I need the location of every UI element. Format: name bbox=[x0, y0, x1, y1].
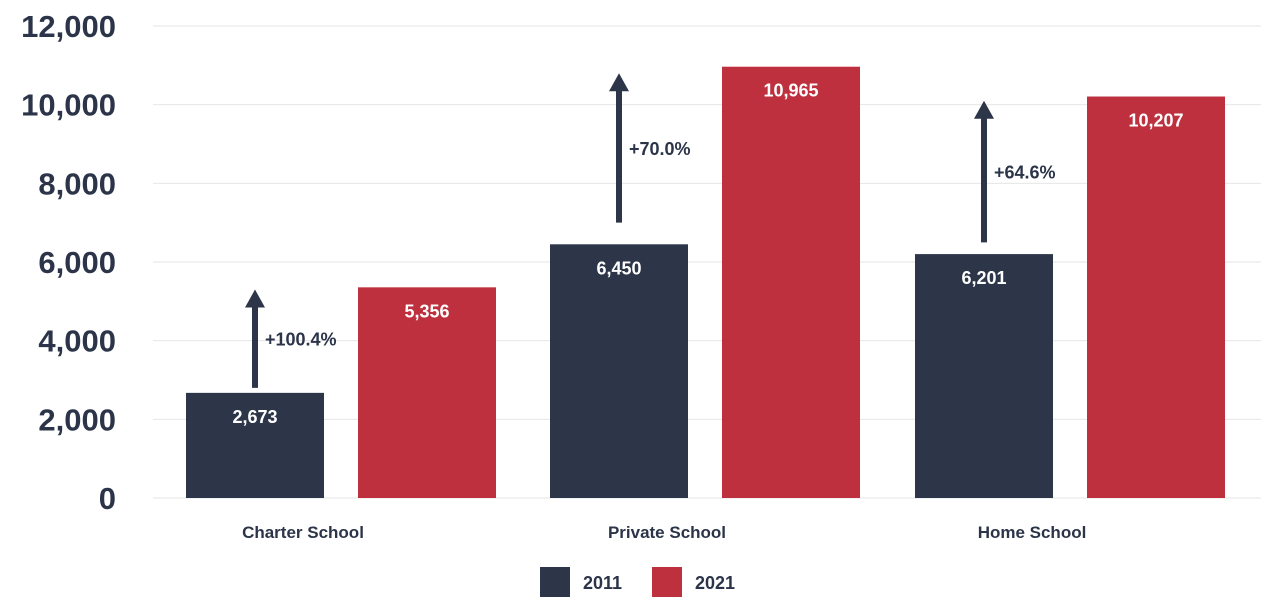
y-tick-label: 10,000 bbox=[21, 88, 116, 123]
bar-2021-charter-school bbox=[358, 287, 496, 498]
growth-annotations: +100.4% +70.0% +64.6% bbox=[245, 73, 1056, 388]
legend-swatch-2011 bbox=[540, 567, 570, 597]
growth-arrow-head bbox=[245, 289, 265, 308]
grid-lines bbox=[153, 25, 1261, 499]
bar-value-label: 2,673 bbox=[232, 407, 277, 427]
x-axis-category-labels: Charter School Private School Home School bbox=[242, 523, 1086, 542]
legend-label: 2021 bbox=[695, 573, 735, 593]
bars: 2,673 6,450 6,201 5,356 10,965 10,207 bbox=[186, 66, 1225, 499]
y-tick-label: 12,000 bbox=[21, 9, 116, 44]
y-tick-label: 2,000 bbox=[38, 402, 116, 437]
bar-value-label: 10,207 bbox=[1128, 111, 1183, 131]
x-category-label: Home School bbox=[978, 523, 1087, 542]
bar-value-label: 6,201 bbox=[961, 268, 1006, 288]
x-category-label: Private School bbox=[608, 523, 726, 542]
y-tick-label: 6,000 bbox=[38, 245, 116, 280]
legend-label: 2011 bbox=[583, 573, 622, 593]
bar-2021-home-school bbox=[1087, 96, 1225, 499]
bar-2011-home-school bbox=[915, 254, 1053, 498]
bar-2011-charter-school bbox=[186, 392, 324, 498]
x-category-label: Charter School bbox=[242, 523, 364, 542]
y-tick-label: 4,000 bbox=[38, 324, 116, 359]
legend: 2011 2021 bbox=[540, 567, 735, 597]
y-tick-label: 0 bbox=[99, 481, 116, 516]
growth-arrow-head bbox=[609, 73, 629, 92]
growth-percent-label: +100.4% bbox=[265, 330, 337, 350]
y-axis-tick-labels: 0 2,000 4,000 6,000 8,000 10,000 12,000 bbox=[21, 9, 116, 516]
y-tick-label: 8,000 bbox=[38, 166, 116, 201]
bar-value-label: 5,356 bbox=[404, 301, 449, 321]
growth-percent-label: +64.6% bbox=[994, 163, 1056, 183]
bar-value-label: 6,450 bbox=[596, 258, 641, 278]
bar-value-label: 10,965 bbox=[763, 81, 818, 101]
bar-2021-private-school bbox=[722, 66, 860, 499]
growth-arrow-head bbox=[974, 100, 994, 119]
bar-2011-private-school bbox=[550, 244, 688, 498]
legend-swatch-2021 bbox=[652, 567, 682, 597]
growth-percent-label: +70.0% bbox=[629, 139, 691, 159]
